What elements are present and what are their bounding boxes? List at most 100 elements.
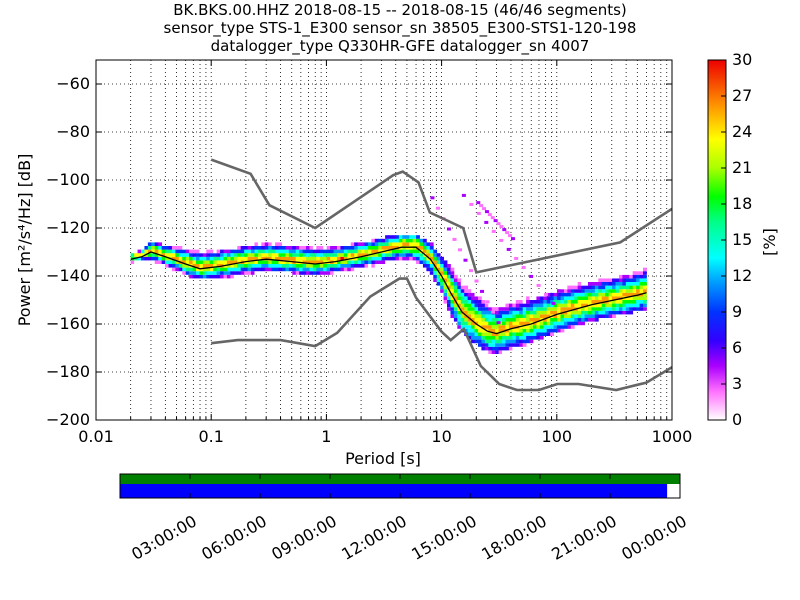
histogram-cell: [216, 274, 221, 279]
histogram-cell: [553, 300, 558, 304]
histogram-cell: [464, 310, 469, 315]
histogram-cell: [233, 256, 238, 261]
histogram-cell: [233, 249, 238, 254]
histogram-cell: [515, 300, 520, 304]
histogram-cell: [464, 292, 469, 297]
histogram-cell: [433, 249, 438, 254]
histogram-cell: [570, 303, 575, 308]
histogram-cell: [574, 292, 579, 297]
histogram-cell: [147, 249, 152, 254]
histogram-cell: [154, 253, 159, 257]
histogram-cell: [474, 332, 479, 336]
histogram-cell: [587, 278, 592, 282]
histogram-cell: [491, 307, 496, 311]
histogram-cell: [471, 339, 475, 344]
histogram-cell: [536, 314, 541, 318]
histogram-cell: [385, 246, 389, 250]
histogram-cell: [512, 343, 517, 347]
histogram-cell: [323, 264, 328, 268]
histogram-cell: [422, 242, 427, 246]
histogram-cell: [268, 246, 273, 250]
histogram-cell: [625, 282, 630, 286]
histogram-cell: [625, 274, 630, 279]
y-tick-label: −180: [46, 362, 90, 381]
colorbar-tick-label: 0: [732, 410, 742, 429]
histogram-cell: [581, 296, 585, 300]
histogram-cell: [622, 303, 627, 308]
histogram-cell: [202, 256, 207, 261]
histogram-cell: [499, 225, 504, 229]
histogram-cell: [515, 318, 520, 322]
histogram-cell: [570, 300, 575, 304]
histogram-cell: [196, 260, 200, 264]
histogram-cell: [316, 260, 321, 264]
histogram-cell: [419, 260, 424, 264]
histogram-cell: [371, 256, 376, 261]
histogram-cell: [347, 267, 352, 272]
coverage-tick-label: 09:00:00: [268, 511, 340, 563]
histogram-cell: [306, 271, 310, 275]
histogram-cell: [285, 253, 290, 257]
histogram-cell: [326, 267, 331, 272]
histogram-cell: [340, 249, 345, 254]
histogram-cell: [199, 274, 204, 279]
histogram-cell: [374, 242, 379, 246]
histogram-cell: [526, 310, 530, 315]
histogram-cell: [347, 242, 352, 246]
histogram-cell: [570, 296, 575, 300]
histogram-cell: [577, 292, 582, 297]
histogram-cell: [618, 307, 623, 311]
histogram-cell: [333, 267, 338, 272]
histogram-cell: [581, 292, 585, 297]
histogram-cell: [457, 307, 462, 311]
colorbar-tick-label: 21: [732, 158, 752, 177]
histogram-cell: [405, 242, 410, 246]
histogram-cell: [433, 260, 438, 264]
histogram-cell: [629, 303, 634, 308]
histogram-cell: [323, 271, 328, 275]
histogram-cell: [460, 321, 465, 326]
histogram-cell: [491, 332, 496, 336]
histogram-cell: [477, 307, 482, 311]
histogram-cell: [223, 256, 228, 261]
histogram-cell: [522, 318, 527, 322]
histogram-cell: [419, 256, 424, 261]
histogram-cell: [302, 260, 307, 264]
histogram-cell: [519, 321, 524, 326]
histogram-cell: [147, 253, 152, 257]
histogram-cell: [319, 260, 324, 264]
histogram-cell: [526, 307, 530, 311]
histogram-cell: [505, 307, 510, 311]
histogram-cell: [206, 267, 211, 272]
histogram-cell: [598, 310, 603, 315]
histogram-cell: [508, 318, 513, 322]
histogram-cell: [563, 325, 568, 329]
histogram-cell: [484, 346, 489, 351]
histogram-cell: [426, 260, 431, 264]
histogram-cell: [374, 253, 379, 257]
histogram-cell: [625, 292, 630, 297]
histogram-cell: [584, 318, 589, 322]
histogram-cell: [495, 339, 499, 344]
histogram-cell: [364, 264, 369, 268]
histogram-cell: [268, 256, 273, 261]
histogram-cell: [254, 242, 259, 246]
histogram-cell: [254, 246, 259, 250]
histogram-cell: [192, 249, 197, 254]
histogram-cell: [484, 332, 489, 336]
histogram-cell: [202, 264, 207, 268]
histogram-cell: [247, 253, 252, 257]
histogram-cell: [481, 318, 486, 322]
histogram-cell: [261, 260, 266, 264]
histogram-cell: [254, 271, 259, 275]
histogram-cell: [529, 314, 534, 318]
histogram-cell: [612, 296, 616, 300]
histogram-cell: [350, 264, 355, 268]
histogram-cell: [560, 314, 565, 318]
histogram-cell: [512, 325, 517, 329]
histogram-cell: [601, 289, 606, 293]
histogram-cell: [505, 314, 510, 318]
histogram-cell: [512, 332, 517, 336]
histogram-cell: [481, 314, 486, 318]
histogram-cell: [584, 289, 589, 293]
